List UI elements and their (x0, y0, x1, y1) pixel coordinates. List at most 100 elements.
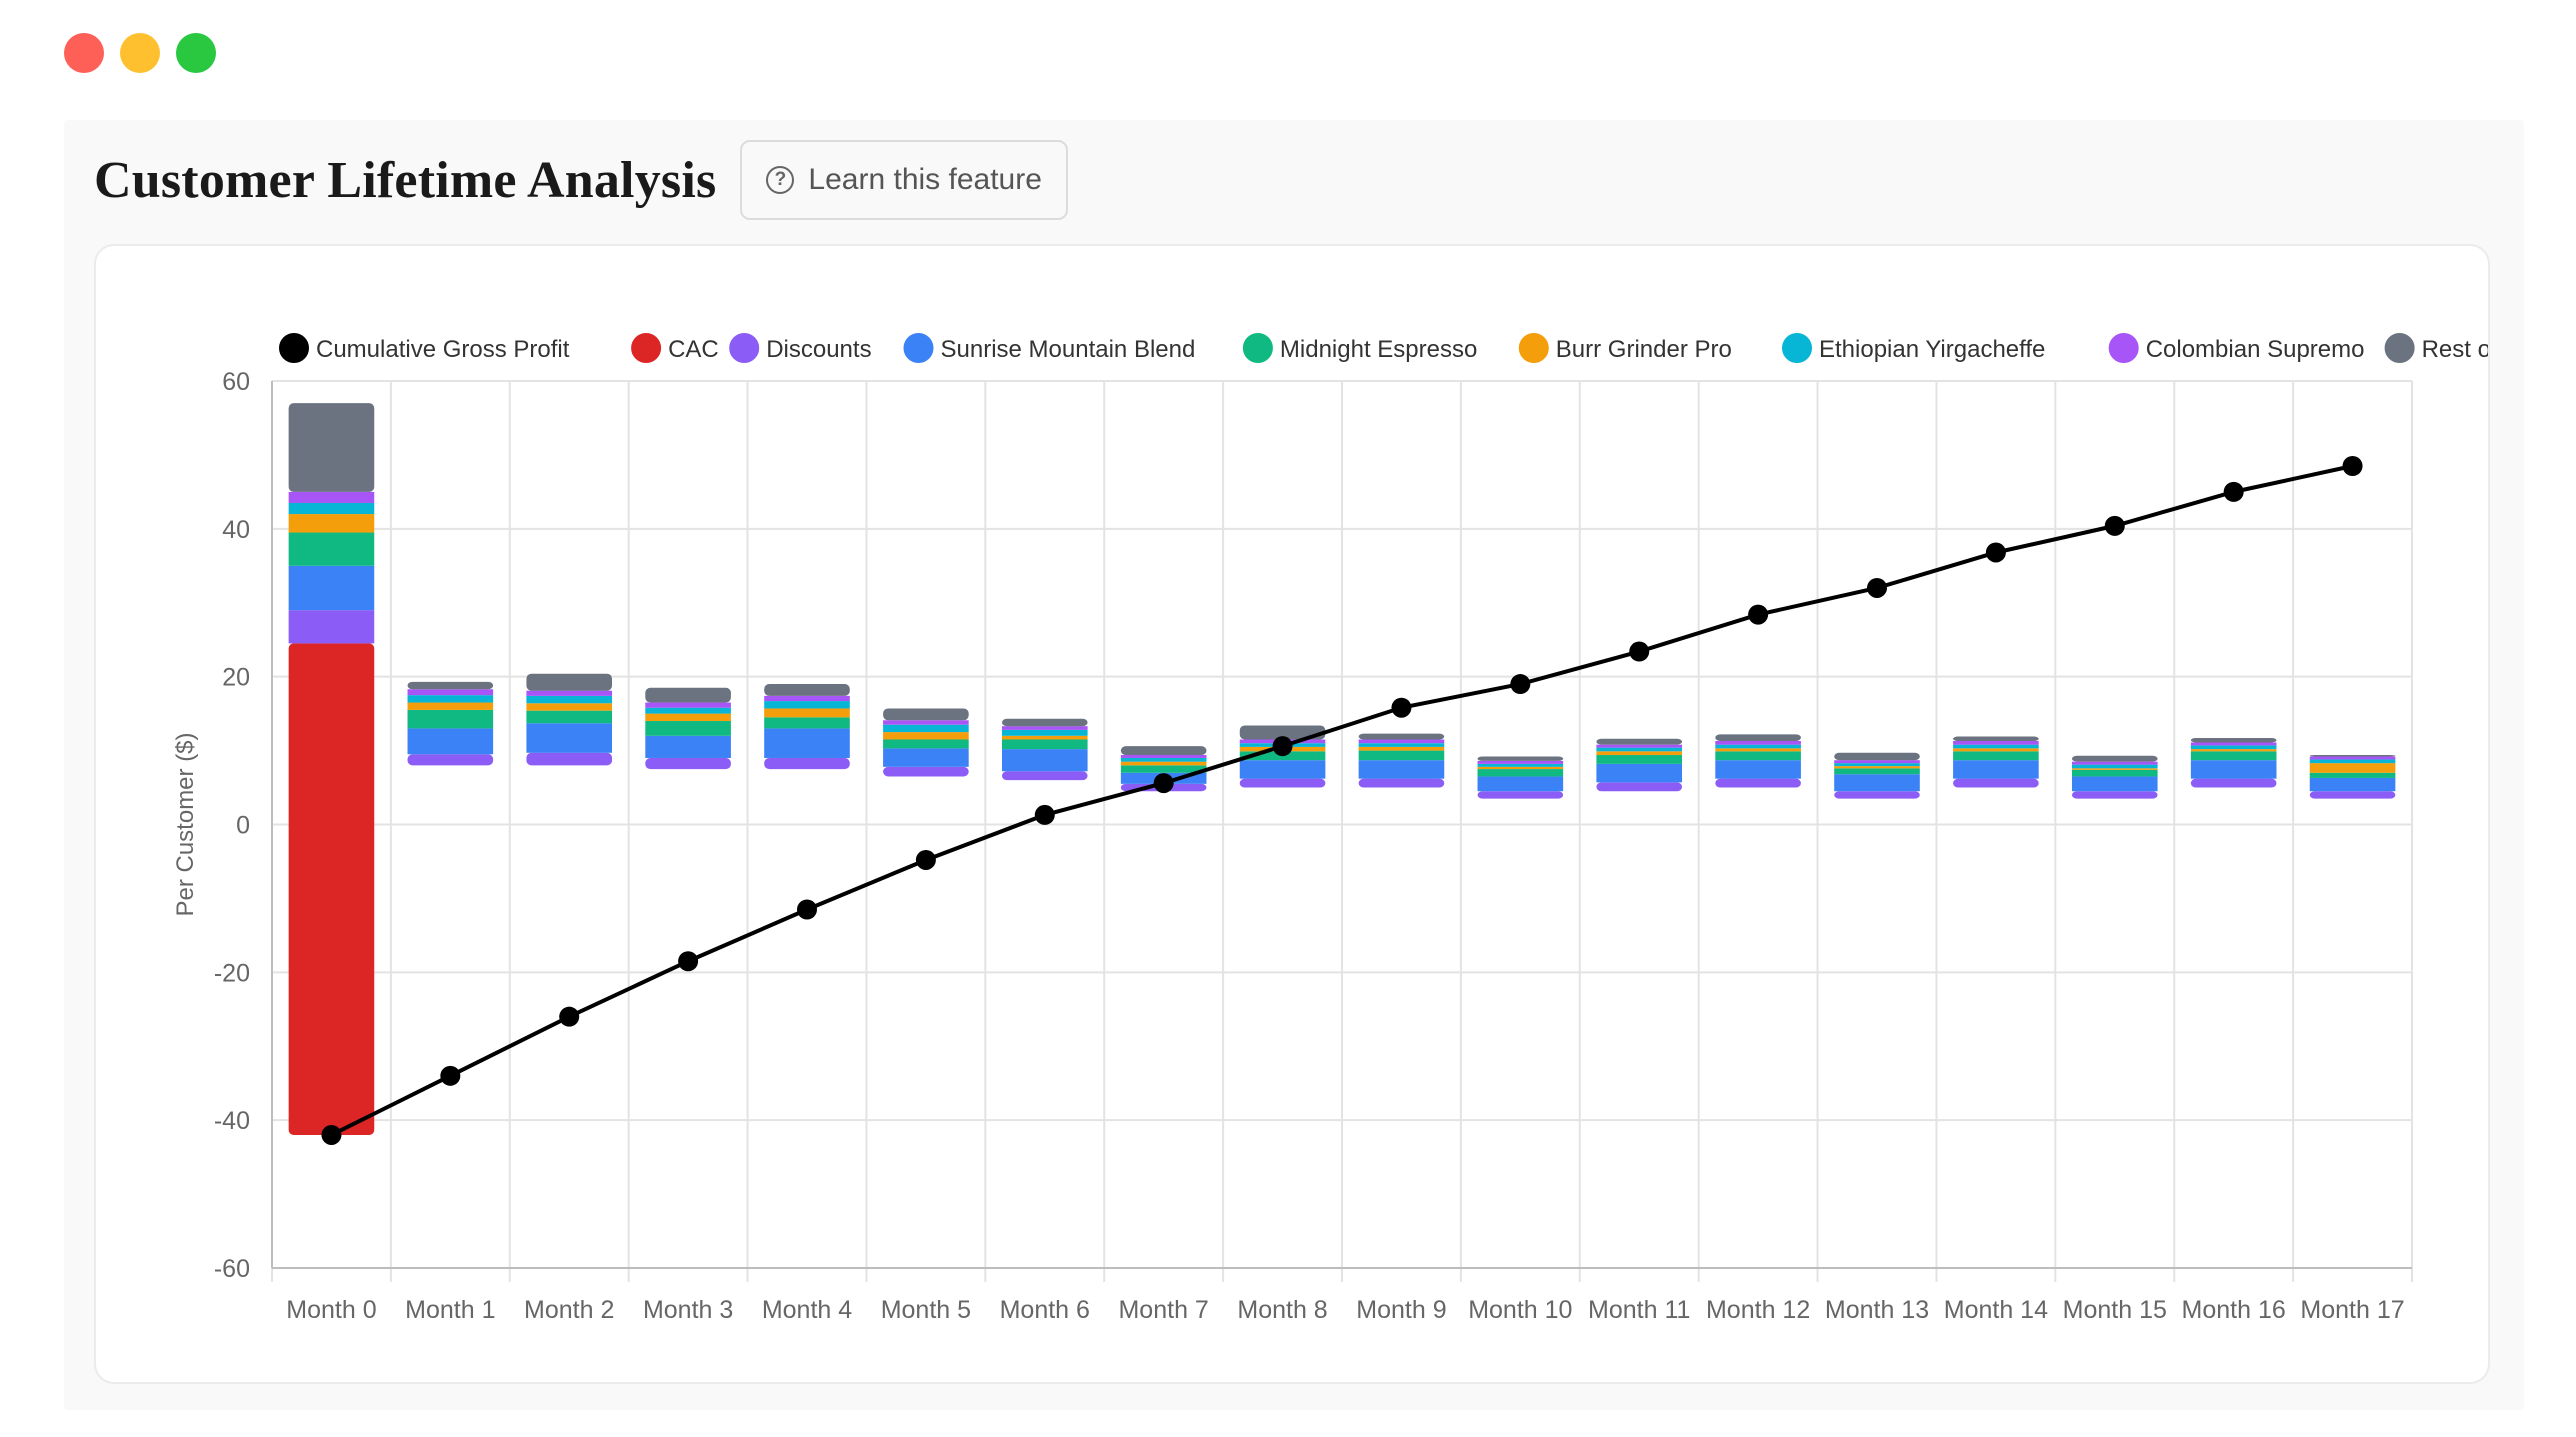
bar-colombian-supremo-month-5 (883, 720, 969, 725)
learn-feature-label: Learn this feature (808, 163, 1042, 196)
bar-ethiopian-yirgacheffe-month-16 (2190, 745, 2277, 750)
bar-burr-grinder-pro-month-13 (1834, 766, 1920, 769)
bar-rest-of-products-month-5 (883, 708, 969, 721)
bar-ethiopian-yirgacheffe-month-5 (883, 724, 969, 733)
maximize-window-button[interactable] (176, 33, 216, 73)
x-tick-label: Month 14 (1944, 1296, 2048, 1324)
bar-discounts-month-17 (2309, 791, 2396, 799)
legend-label-midnight-espresso: Midnight Espresso (1280, 336, 1477, 363)
bar-rest-of-products-month-2 (526, 673, 613, 691)
cumulative-gross-profit-point-month-12 (1748, 604, 1769, 625)
bar-sunrise-mountain-blend-month-13 (1834, 774, 1920, 792)
bar-ethiopian-yirgacheffe-month-13 (1834, 763, 1920, 767)
x-tick-label: Month 13 (1825, 1296, 1929, 1324)
customer-lifetime-chart: 60 40 20 0 -20 -40 -60 Month 0 Month 1 Month 2 Mon… (172, 331, 2488, 1324)
legend-label-ethiopian-yirgacheffe: Ethiopian Yirgacheffe (1819, 336, 2045, 363)
bar-sunrise-mountain-blend-month-0 (288, 565, 375, 611)
bar-rest-of-products-month-3 (645, 687, 731, 703)
bar-colombian-supremo-month-15 (2071, 761, 2158, 765)
cumulative-gross-profit-point-month-13 (1867, 577, 1887, 598)
legend-label-cac: CAC (668, 336, 719, 363)
legend-marker-colombian-supremo (2106, 331, 2141, 365)
minimize-window-button[interactable] (120, 33, 160, 73)
bar-midnight-espresso-month-16 (2190, 751, 2277, 761)
learn-feature-button[interactable]: ? Learn this feature (740, 140, 1068, 220)
bar-midnight-espresso-month-6 (1001, 739, 1088, 750)
bar-midnight-espresso-month-2 (526, 710, 613, 724)
bar-burr-grinder-pro-month-10 (1477, 766, 1564, 770)
bar-burr-grinder-pro-month-1 (407, 702, 494, 710)
y-tick-label: 60 (222, 368, 250, 396)
bar-burr-grinder-pro-month-4 (764, 708, 850, 718)
legend-label-discounts: Discounts (766, 336, 871, 363)
legend-marker-sunrise-mountain-blend (901, 331, 936, 365)
y-tick-label: -60 (214, 1255, 250, 1283)
bar-discounts-month-10 (1477, 791, 1564, 799)
x-tick-label: Month 1 (405, 1296, 495, 1324)
legend-marker-ethiopian-yirgacheffe (1780, 331, 1814, 365)
bar-midnight-espresso-month-7 (1120, 765, 1207, 773)
bar-rest-of-products-month-4 (764, 684, 850, 696)
y-axis-title: Per Customer ($) (172, 732, 199, 916)
close-window-button[interactable] (64, 33, 104, 73)
legend-label-sunrise-mountain-blend: Sunrise Mountain Blend (941, 336, 1196, 363)
bar-colombian-supremo-month-9 (1358, 739, 1445, 744)
cumulative-gross-profit-point-month-4 (797, 899, 817, 920)
bar-cac-month-0 (288, 643, 375, 1135)
bar-colombian-supremo-month-6 (1001, 726, 1088, 730)
x-tick-label: Month 6 (1000, 1296, 1090, 1324)
bar-ethiopian-yirgacheffe-month-2 (526, 695, 613, 704)
bar-ethiopian-yirgacheffe-month-10 (1477, 763, 1564, 767)
bar-discounts-month-11 (1596, 782, 1683, 792)
bar-rest-of-products-month-14 (1953, 736, 2039, 741)
bar-midnight-espresso-month-0 (288, 532, 375, 566)
bar-midnight-espresso-month-10 (1477, 769, 1564, 777)
bar-midnight-espresso-month-17 (2309, 772, 2396, 778)
bar-sunrise-mountain-blend-month-5 (883, 748, 969, 767)
bar-rest-of-products-month-11 (1596, 738, 1683, 745)
legend-marker-rest-of-products (2382, 331, 2417, 365)
bar-discounts-month-14 (1953, 778, 2039, 788)
cumulative-gross-profit-point-month-2 (559, 1006, 580, 1027)
bar-burr-grinder-pro-month-3 (645, 713, 731, 722)
bar-sunrise-mountain-blend-month-11 (1596, 763, 1683, 783)
bar-midnight-espresso-month-9 (1358, 750, 1445, 761)
bar-rest-of-products-month-16 (2190, 738, 2277, 743)
x-tick-label: Month 8 (1237, 1296, 1327, 1324)
cumulative-gross-profit-point-month-6 (1034, 804, 1055, 825)
bar-colombian-supremo-month-3 (645, 702, 731, 708)
x-tick-label: Month 15 (2063, 1296, 2167, 1324)
cumulative-gross-profit-point-month-0 (321, 1124, 342, 1145)
bar-ethiopian-yirgacheffe-month-9 (1358, 743, 1445, 747)
bar-rest-of-products-month-0 (288, 403, 375, 492)
bar-midnight-espresso-month-13 (1834, 768, 1920, 775)
bar-burr-grinder-pro-month-14 (1953, 748, 2039, 752)
bar-discounts-month-16 (2190, 778, 2277, 788)
cumulative-gross-profit-point-month-11 (1629, 641, 1650, 662)
x-tick-label: Month 17 (2300, 1296, 2404, 1324)
bar-sunrise-mountain-blend-month-14 (1953, 760, 2039, 779)
cumulative-gross-profit-point-month-9 (1391, 697, 1412, 718)
bar-sunrise-mountain-blend-month-1 (407, 728, 494, 755)
x-tick-label: Month 4 (762, 1296, 852, 1324)
bar-rest-of-products-month-12 (1715, 734, 1801, 741)
bar-sunrise-mountain-blend-month-9 (1358, 760, 1445, 779)
bar-sunrise-mountain-blend-month-12 (1715, 760, 1801, 779)
bar-discounts-month-2 (526, 752, 613, 766)
y-tick-label: 20 (222, 664, 250, 692)
bar-sunrise-mountain-blend-month-2 (526, 723, 613, 753)
bar-sunrise-mountain-blend-month-15 (2071, 776, 2158, 792)
legend-marker-burr-grinder-pro (1516, 331, 1551, 365)
bar-colombian-supremo-month-7 (1120, 755, 1207, 758)
bar-sunrise-mountain-blend-month-6 (1001, 749, 1088, 772)
bar-colombian-supremo-month-14 (1953, 740, 2039, 745)
bar-rest-of-products-month-15 (2071, 755, 2158, 762)
bar-midnight-espresso-month-1 (407, 709, 494, 729)
bar-rest-of-products-month-8 (1239, 725, 1326, 740)
y-tick-label: 40 (222, 516, 250, 544)
cumulative-gross-profit-point-month-3 (678, 951, 699, 972)
panel-header: Customer Lifetime Analysis ? Learn this … (94, 140, 1068, 220)
bar-discounts-month-13 (1834, 791, 1920, 799)
bar-midnight-espresso-month-4 (764, 717, 850, 729)
bar-midnight-espresso-month-15 (2071, 769, 2158, 777)
